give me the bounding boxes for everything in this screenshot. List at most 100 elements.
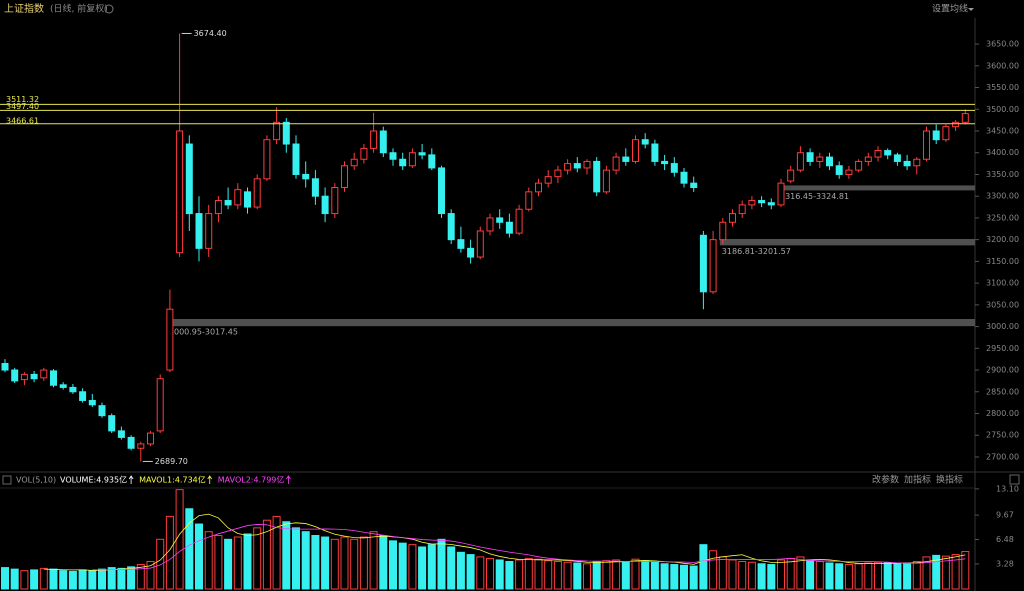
volume-bar [747, 561, 756, 590]
volume-bar [524, 557, 533, 590]
volume-bar [806, 559, 815, 590]
volume-bar [699, 544, 708, 590]
indicator-button[interactable]: 换指标 [936, 474, 963, 486]
candle-body [864, 156, 872, 162]
settings-button[interactable]: 设置均线 [932, 3, 968, 15]
volume-bar [660, 563, 669, 590]
volume-bar [612, 559, 621, 590]
candle-body [98, 405, 106, 417]
volume-bar [117, 567, 126, 590]
collapse-icon[interactable] [2, 475, 12, 485]
candle-body [127, 436, 135, 449]
legend-arrow [128, 475, 134, 484]
volume-bar [98, 568, 106, 590]
volume-legend: MAVOL2:4.799亿 [218, 475, 285, 485]
candle-body [166, 308, 174, 371]
volume-bar [30, 569, 39, 590]
candle-body [602, 169, 610, 193]
volume-bar [78, 569, 87, 590]
volume-bar [195, 523, 203, 590]
candle-body [952, 121, 960, 128]
candle-body [486, 217, 494, 232]
volume-bar [272, 515, 281, 590]
indicator-button[interactable]: 改参数 [872, 474, 899, 486]
candle-body [418, 152, 426, 156]
volume-bar [253, 527, 262, 590]
candle-body [632, 139, 639, 162]
y-tick-label: 3500.00 [986, 105, 1019, 114]
candle-body [583, 160, 591, 169]
candle-body [690, 182, 698, 188]
volume-bar [515, 559, 524, 590]
close-icon[interactable] [1009, 474, 1020, 485]
candle-body [195, 213, 203, 249]
candle-body [699, 234, 707, 293]
volume-bar [68, 570, 77, 590]
y-tick-label: 3450.00 [986, 127, 1019, 136]
settings-icon[interactable] [104, 4, 114, 14]
candle-body [147, 432, 154, 445]
volume-bar [738, 560, 747, 590]
candle-body [341, 165, 348, 188]
y-tick-label: 3.28 [996, 559, 1014, 568]
volume-bar [505, 560, 514, 590]
volume-bar [922, 556, 931, 590]
candle-body [593, 160, 601, 193]
candle-body [360, 147, 368, 160]
volume-bar [495, 559, 504, 590]
volume-bar [883, 562, 892, 590]
candle-body [40, 369, 48, 379]
volume-bar [621, 561, 630, 590]
candle-body [69, 386, 77, 393]
y-tick-label: 3400.00 [986, 148, 1019, 157]
volume-bar [757, 563, 766, 590]
candle-body [573, 163, 581, 169]
candle-body [564, 163, 572, 171]
candle-body [738, 204, 746, 215]
volume-bar [262, 519, 271, 590]
volume-bar [718, 556, 727, 590]
candle-body [447, 213, 455, 241]
volume-legend: VOLUME:4.935亿 [60, 475, 127, 485]
volume-bar [553, 560, 562, 590]
volume-ma [43, 513, 966, 571]
volume-bar [534, 558, 543, 590]
volume-bar [311, 535, 320, 590]
y-tick-label: 3350.00 [986, 170, 1019, 179]
dropdown-arrow [968, 8, 974, 11]
volume-bar [893, 563, 902, 590]
indicator-button[interactable]: 加指标 [904, 474, 931, 486]
y-tick-label: 6.48 [996, 535, 1014, 544]
volume-bar [544, 560, 553, 590]
y-tick-label: 2800.00 [986, 409, 1019, 418]
candle-body [370, 130, 378, 149]
volume-legend: MAVOL1:4.734亿 [139, 475, 206, 485]
volume-bar [903, 562, 912, 590]
volume-bar [437, 538, 446, 590]
y-tick-label: 3050.00 [986, 300, 1019, 309]
candle-body [787, 169, 795, 182]
candle-body [389, 152, 397, 160]
y-tick-label: 2750.00 [986, 431, 1019, 440]
candle-body [253, 178, 261, 208]
chart-subtitle: (日线, 前复权) [50, 3, 108, 15]
volume-bar [786, 557, 795, 590]
y-tick-label: 3100.00 [986, 279, 1019, 288]
volume-bar [777, 559, 785, 590]
level-label: 3497.40 [6, 102, 39, 111]
volume-bar [689, 565, 698, 590]
candle-body [622, 156, 630, 162]
volume-bar [583, 563, 591, 590]
volume-bar [107, 567, 116, 590]
candle-body [651, 143, 659, 162]
volume-bar [282, 521, 291, 590]
candle-body [855, 160, 863, 171]
chart-title: 上证指数 [4, 2, 44, 15]
candle-body [670, 163, 678, 173]
gap-band [719, 238, 975, 246]
candle-body [505, 221, 513, 234]
volume-bar [224, 538, 233, 590]
volume-bar [951, 554, 960, 590]
volume-bar [563, 561, 572, 590]
